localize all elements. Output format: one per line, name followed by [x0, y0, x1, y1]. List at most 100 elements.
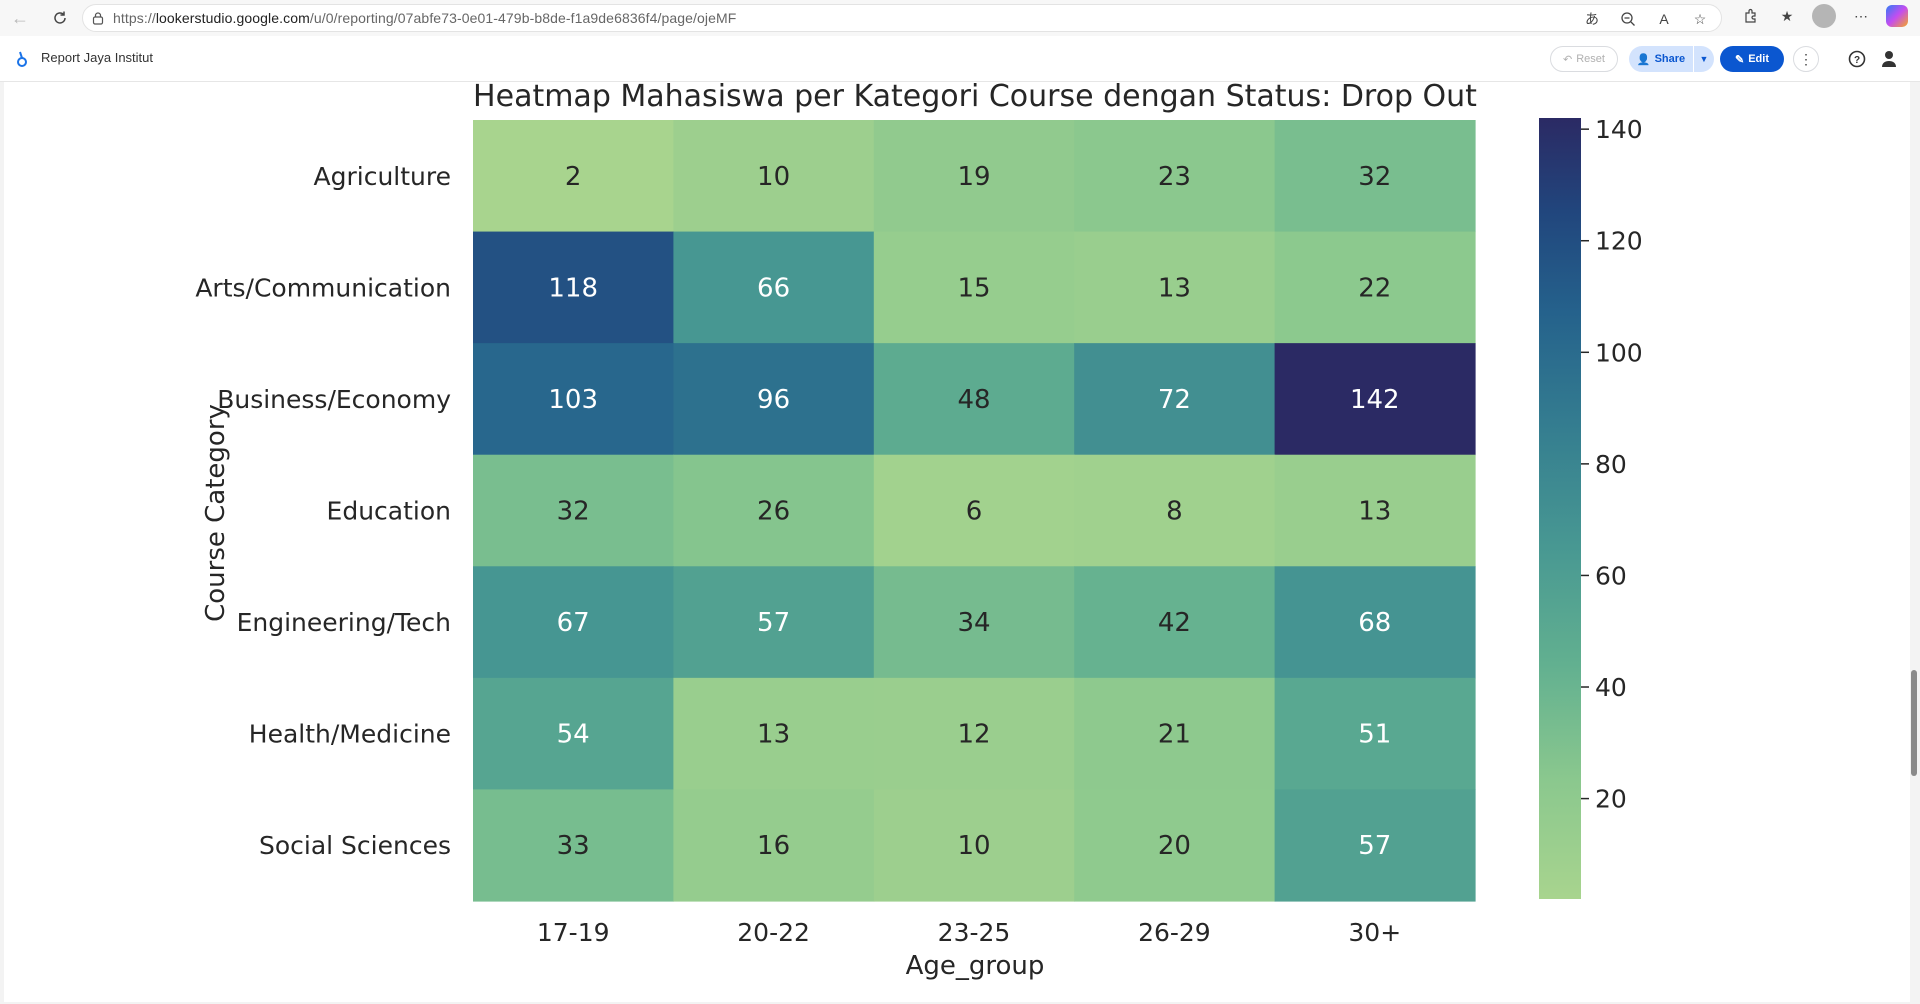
- row-label: Education: [327, 496, 451, 525]
- heatmap-cell: [1274, 789, 1476, 902]
- x-axis-label: Age_group: [906, 951, 1045, 981]
- cell-value-label: 51: [1358, 720, 1391, 750]
- cell-value-label: 10: [957, 831, 990, 861]
- cell-value-label: 57: [757, 608, 790, 638]
- more-options-icon[interactable]: ⋯: [1854, 7, 1868, 24]
- row-label: Engineering/Tech: [237, 608, 451, 637]
- heatmap-cell: [1274, 566, 1476, 679]
- heatmap-cell: [473, 231, 674, 344]
- cell-value-label: 16: [757, 831, 790, 861]
- cell-value-label: 6: [966, 496, 983, 526]
- favorites-icon[interactable]: ★: [1780, 7, 1794, 24]
- cell-value-label: 67: [557, 608, 590, 638]
- heatmap-cell: [1074, 120, 1276, 233]
- report-header: Report Jaya Institut ↶ Reset 👤 Share ▼ ✎…: [0, 36, 1920, 82]
- cell-value-label: 54: [557, 720, 590, 750]
- reset-button[interactable]: ↶ Reset: [1550, 46, 1618, 72]
- heatmap-cell: [1274, 231, 1476, 344]
- cell-value-label: 96: [757, 385, 790, 415]
- account-icon[interactable]: [1878, 48, 1900, 70]
- help-icon[interactable]: ?: [1846, 48, 1868, 70]
- favorite-star-icon[interactable]: ☆: [1693, 10, 1707, 27]
- cell-value-label: 57: [1358, 831, 1391, 861]
- row-labels: Agriculture Arts/Communication Business/Ec…: [195, 162, 451, 860]
- cell-value-label: 19: [957, 162, 990, 192]
- cell-value-label: 13: [1158, 273, 1191, 303]
- person-add-icon: 👤: [1636, 53, 1651, 66]
- heatmap-cell: [873, 120, 1075, 233]
- read-aloud-translate-icon[interactable]: あ: [1585, 11, 1599, 27]
- undo-icon: ↶: [1563, 53, 1573, 66]
- colorbar-tick-label: 120: [1595, 227, 1643, 256]
- heatmap-cell: [1274, 120, 1476, 233]
- colorbar-tick-label: 60: [1595, 561, 1627, 590]
- heatmap-cell: [473, 343, 674, 456]
- cell-value-label: 33: [557, 831, 590, 861]
- row-label: Social Sciences: [259, 831, 451, 860]
- heatmap-cell: [873, 343, 1075, 456]
- heatmap-cell: [673, 677, 875, 791]
- heatmap-cell: [1074, 789, 1276, 902]
- chart-title: Heatmap Mahasiswa per Kategori Course de…: [473, 82, 1477, 114]
- cell-value-label: 66: [757, 273, 790, 303]
- cell-value-label: 68: [1358, 608, 1391, 638]
- colorbar-ticks: 20 40 60 80 100 120 140: [1581, 115, 1643, 814]
- cell-value-label: 13: [757, 720, 790, 750]
- cell-value-label: 26: [757, 496, 790, 526]
- heatmap-cell: [873, 677, 1075, 791]
- heatmap-cell: [673, 789, 875, 902]
- cell-value-label: 48: [957, 385, 990, 415]
- heatmap-cell: [1074, 343, 1276, 456]
- column-label: 17-19: [537, 918, 610, 947]
- heatmap-cell: [473, 677, 674, 791]
- cell-value-label: 10: [757, 162, 790, 192]
- share-dropdown-chevron-icon[interactable]: ▼: [1694, 46, 1714, 72]
- copilot-icon[interactable]: [1886, 5, 1908, 27]
- zoom-out-icon[interactable]: [1617, 8, 1639, 30]
- heatmap-cell: [1074, 454, 1276, 567]
- row-label: Arts/Communication: [195, 273, 451, 302]
- row-label: Health/Medicine: [249, 720, 451, 749]
- colorbar: [1539, 118, 1581, 899]
- cell-value-label: 21: [1158, 720, 1191, 750]
- scrollbar-track[interactable]: [1910, 82, 1920, 1004]
- heatmap-cell: [473, 789, 674, 902]
- cell-value-label: 20: [1158, 831, 1191, 861]
- back-icon[interactable]: ←: [11, 7, 29, 28]
- read-aloud-icon[interactable]: A: [1659, 11, 1669, 27]
- svg-text:?: ?: [1854, 55, 1860, 66]
- scrollbar-thumb[interactable]: [1911, 670, 1917, 776]
- report-title[interactable]: Report Jaya Institut: [41, 50, 153, 65]
- cell-value-label: 42: [1158, 608, 1191, 638]
- pencil-icon: ✎: [1735, 53, 1745, 66]
- cell-value-label: 12: [957, 720, 990, 750]
- share-button[interactable]: 👤 Share: [1629, 46, 1693, 72]
- url-text[interactable]: https://lookerstudio.google.com/u/0/repo…: [113, 10, 737, 26]
- heatmap-cell: [873, 454, 1075, 567]
- heatmap-cell: [1274, 454, 1476, 567]
- address-bar[interactable]: https://lookerstudio.google.com/u/0/repo…: [82, 4, 1722, 32]
- colorbar-tick-label: 40: [1595, 673, 1627, 702]
- heatmap-cell: [873, 566, 1075, 679]
- y-axis-label: Course Category: [201, 404, 231, 622]
- cell-value-label: 2: [565, 162, 582, 192]
- cell-value-label: 103: [548, 385, 598, 415]
- cell-value-label: 34: [957, 608, 990, 638]
- heatmap-cell: [673, 231, 875, 344]
- cell-value-label: 8: [1166, 496, 1183, 526]
- heatmap-cell: [673, 454, 875, 567]
- column-label: 23-25: [938, 918, 1011, 947]
- extensions-icon[interactable]: [1740, 5, 1762, 27]
- heatmap-cell: [1074, 566, 1276, 679]
- colorbar-tick-label: 20: [1595, 785, 1627, 814]
- profile-avatar[interactable]: [1812, 4, 1836, 28]
- heatmap-cell: [1274, 343, 1476, 456]
- heatmap-cell: [473, 120, 674, 233]
- edit-button[interactable]: ✎ Edit: [1720, 46, 1784, 72]
- cell-value-label: 32: [557, 496, 590, 526]
- reload-icon[interactable]: [46, 4, 74, 32]
- more-vert-icon[interactable]: ⋮: [1793, 46, 1819, 72]
- column-labels: 17-19 20-22 23-25 26-29 30+: [537, 918, 1401, 947]
- heatmap-cell: [873, 789, 1075, 902]
